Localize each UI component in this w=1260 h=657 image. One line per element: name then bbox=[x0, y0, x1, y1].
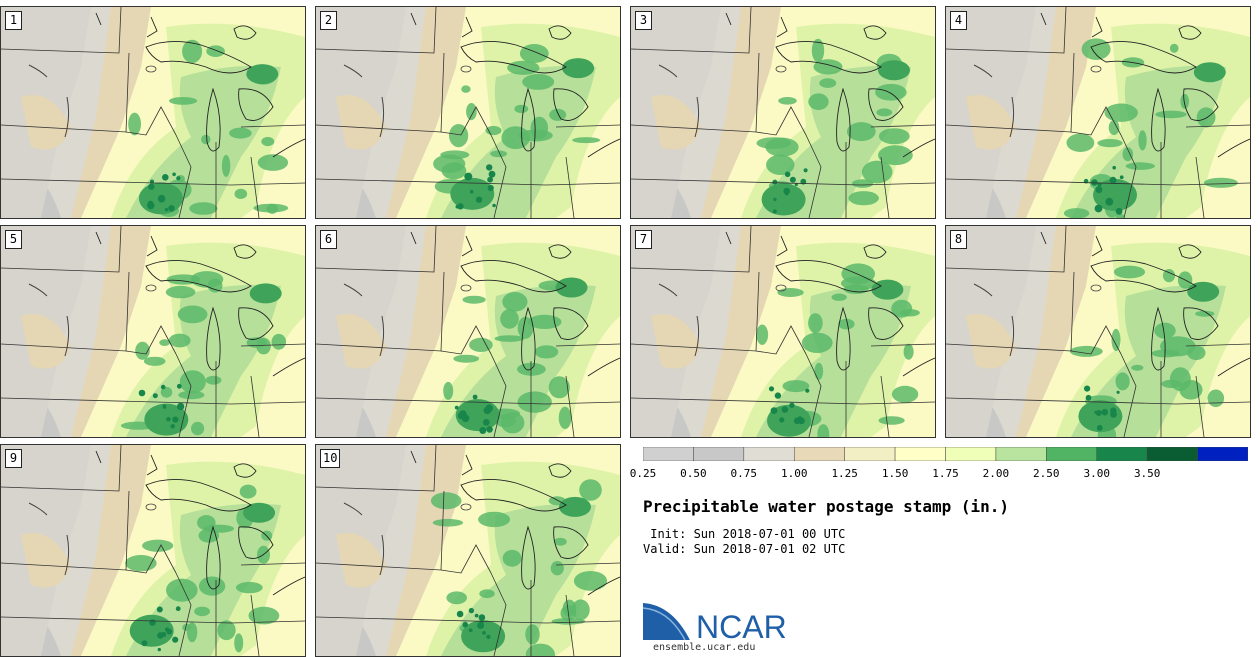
colorbar-tick-label: 0.75 bbox=[730, 467, 758, 480]
stamp-panel: 8 bbox=[945, 225, 1251, 438]
panel-number-label: 8 bbox=[950, 230, 967, 249]
colorbar-tick-label: 3.50 bbox=[1133, 467, 1161, 480]
precip-water-map bbox=[631, 226, 935, 437]
colorbar-tick-label: 2.00 bbox=[982, 467, 1010, 480]
colorbar-tick-label: 1.25 bbox=[831, 467, 858, 480]
colorbar-tick-label: 2.50 bbox=[1033, 467, 1060, 480]
logo-url: ensemble.ucar.edu bbox=[653, 642, 756, 653]
logo-wordmark: NCAR bbox=[696, 609, 787, 642]
colorbar-swatch bbox=[743, 447, 795, 461]
panel-number-label: 2 bbox=[320, 11, 337, 30]
colorbar-swatch bbox=[1197, 447, 1248, 461]
stamp-panel: 3 bbox=[630, 6, 936, 219]
colorbar-tick-label: 1.75 bbox=[932, 467, 959, 480]
chart-title: Precipitable water postage stamp (in.) bbox=[643, 497, 1010, 516]
panel-number-label: 7 bbox=[635, 230, 652, 249]
init-time: Init: Sun 2018-07-01 00 UTC bbox=[643, 527, 846, 541]
colorbar-swatch bbox=[1046, 447, 1097, 461]
panel-number-label: 10 bbox=[320, 449, 341, 468]
precip-water-map bbox=[946, 226, 1250, 437]
colorbar-tick-label: 1.00 bbox=[781, 467, 808, 480]
stamp-panel: 10 bbox=[315, 444, 621, 657]
colorbar-swatch bbox=[995, 447, 1047, 461]
colorbar bbox=[643, 447, 1248, 461]
colorbar-swatch bbox=[844, 447, 896, 461]
panel-number-label: 3 bbox=[635, 11, 652, 30]
colorbar-tick-label: 1.50 bbox=[881, 467, 909, 480]
colorbar-swatch bbox=[945, 447, 997, 461]
panel-number-label: 9 bbox=[5, 449, 22, 468]
colorbar-swatch bbox=[794, 447, 845, 461]
stamp-panel: 7 bbox=[630, 225, 936, 438]
valid-time: Valid: Sun 2018-07-01 02 UTC bbox=[643, 542, 846, 556]
precip-water-map bbox=[316, 7, 620, 218]
precip-water-map bbox=[946, 7, 1250, 218]
stamp-panel: 2 bbox=[315, 6, 621, 219]
stamp-panel: 9 bbox=[0, 444, 306, 657]
precip-water-map bbox=[1, 7, 305, 218]
stamp-panel: 5 bbox=[0, 225, 306, 438]
precip-water-map bbox=[316, 226, 620, 437]
ncar-logo: NCAR bbox=[643, 601, 787, 642]
panel-number-label: 5 bbox=[5, 230, 22, 249]
colorbar-swatch bbox=[894, 447, 946, 461]
stamp-panel: 1 bbox=[0, 6, 306, 219]
precip-water-map bbox=[1, 226, 305, 437]
precip-water-map bbox=[1, 445, 305, 656]
precip-water-map bbox=[316, 445, 620, 656]
colorbar-tick-label: 0.50 bbox=[680, 467, 707, 480]
panel-number-label: 1 bbox=[5, 11, 22, 30]
stamp-panel: 4 bbox=[945, 6, 1251, 219]
stamp-panel: 6 bbox=[315, 225, 621, 438]
panel-number-label: 4 bbox=[950, 11, 967, 30]
colorbar-tick-label: 0.25 bbox=[629, 467, 657, 480]
colorbar-tick-label: 3.00 bbox=[1083, 467, 1111, 480]
panel-number-label: 6 bbox=[320, 230, 337, 249]
colorbar-swatch bbox=[693, 447, 745, 461]
precip-water-map bbox=[631, 7, 935, 218]
colorbar-swatch bbox=[643, 447, 694, 461]
colorbar-swatch bbox=[1096, 447, 1148, 461]
colorbar-swatch bbox=[1146, 447, 1198, 461]
